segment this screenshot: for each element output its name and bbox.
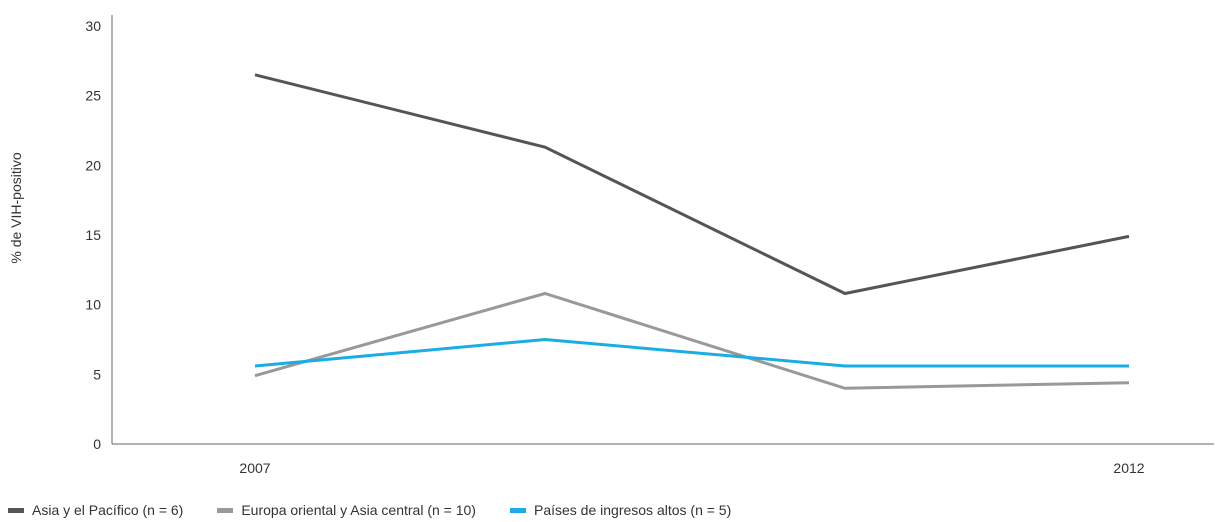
- legend-item-asia-pacific: Asia y el Pacífico (n = 6): [8, 502, 183, 518]
- series-line-1: [254, 291, 1130, 390]
- y-tick-label: 15: [85, 227, 101, 243]
- x-tick-label: 2012: [1113, 460, 1144, 476]
- series-line-0: [254, 73, 1130, 296]
- legend-swatch: [509, 507, 526, 513]
- y-tick-label: 20: [85, 157, 101, 173]
- x-axis-ticks: 2007 2012: [239, 460, 1144, 476]
- legend-swatch: [217, 507, 234, 513]
- y-tick-label: 30: [85, 18, 101, 34]
- y-axis-ticks: 0 5 10 15 20 25 30: [85, 18, 101, 452]
- y-axis-label: % de VIH-positivo: [8, 152, 24, 263]
- y-tick-label: 0: [93, 436, 101, 452]
- legend-swatch: [8, 507, 24, 513]
- y-tick-label: 10: [85, 297, 101, 313]
- legend-item-eastern-europe-central-asia: Europa oriental y Asia central (n = 10): [217, 502, 476, 518]
- y-tick-label: 5: [93, 366, 101, 382]
- series-line-2: [254, 337, 1129, 368]
- legend-label: Europa oriental y Asia central (n = 10): [241, 502, 476, 518]
- legend: Asia y el Pacífico (n = 6) Europa orient…: [8, 502, 731, 518]
- x-tick-label: 2007: [239, 460, 270, 476]
- legend-label: Países de ingresos altos (n = 5): [533, 502, 732, 518]
- y-tick-label: 25: [85, 88, 101, 104]
- series-lines: [254, 73, 1130, 390]
- line-chart: % de VIH-positivo 0 5 10 15 20 25 30 2007 2012: [8, 15, 1214, 476]
- legend-label: Asia y el Pacífico (n = 6): [32, 502, 184, 518]
- legend-item-high-income: Países de ingresos altos (n = 5): [509, 502, 732, 518]
